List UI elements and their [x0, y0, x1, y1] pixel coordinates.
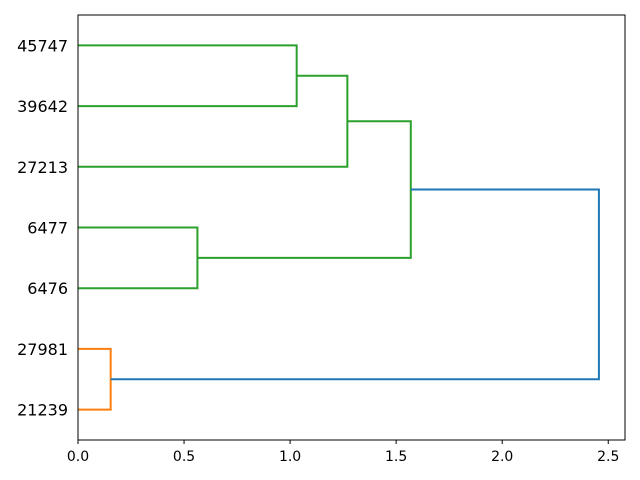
leaf-label: 45747 — [17, 36, 68, 55]
x-tick-label: 2.0 — [491, 449, 513, 465]
dendrogram-link-green — [197, 120, 412, 259]
x-tick-label: 0.5 — [173, 449, 195, 465]
dendrogram-link-blue — [110, 188, 600, 381]
leaf-label: 27981 — [17, 340, 68, 359]
axes-spines — [77, 14, 626, 441]
leaf-label: 6477 — [27, 219, 68, 238]
dendrogram-link-green — [78, 74, 349, 168]
leaf-label: 21239 — [17, 401, 68, 420]
x-tick-label: 0.0 — [67, 449, 89, 465]
x-tick-label: 1.0 — [279, 449, 301, 465]
leaf-label: 27213 — [17, 158, 68, 177]
dendrogram-link-green — [78, 226, 199, 290]
leaf-label: 6476 — [27, 279, 68, 298]
leaf-label: 39642 — [17, 97, 68, 116]
x-tick-label: 1.5 — [385, 449, 407, 465]
dendrogram-link-orange — [78, 347, 112, 411]
x-tick-label: 2.5 — [597, 449, 619, 465]
